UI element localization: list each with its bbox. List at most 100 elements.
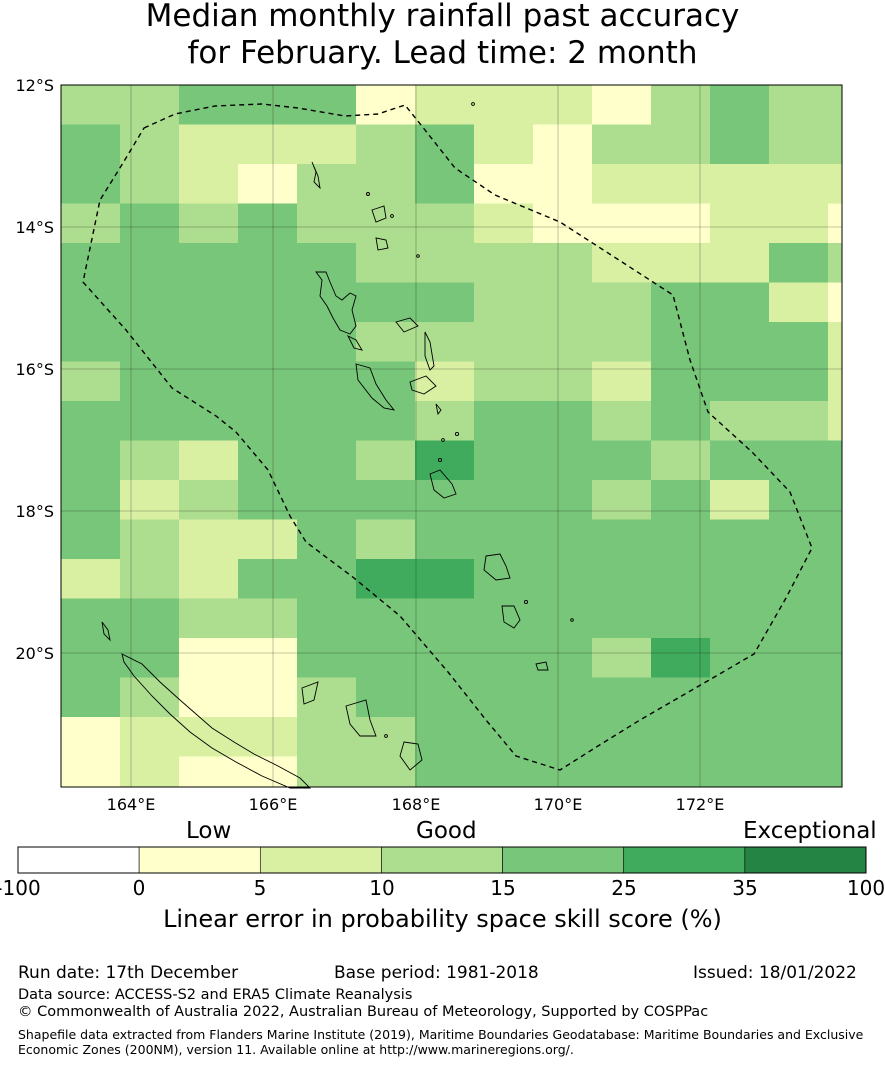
colorbar-tick: -100 — [0, 876, 41, 900]
skill-cell — [356, 85, 416, 125]
skill-cell — [651, 677, 711, 718]
skill-cell — [120, 756, 180, 788]
coastline-erromango — [483, 553, 511, 581]
skill-cell — [651, 519, 711, 560]
skill-cell — [120, 401, 180, 441]
skill-cell — [238, 322, 298, 362]
skill-cell — [415, 440, 475, 481]
skill-cell — [356, 243, 416, 283]
latitude-tick-labels: 12°S 14°S 16°S 18°S 20°S — [15, 76, 54, 663]
skill-cell — [415, 124, 475, 165]
skill-cell — [651, 124, 711, 165]
skill-cell — [356, 756, 416, 788]
skill-cell — [179, 717, 239, 757]
skill-cell — [651, 440, 711, 481]
skill-cell — [769, 638, 829, 678]
skill-cell — [179, 440, 239, 481]
skill-cell — [415, 322, 475, 362]
skill-cell — [297, 559, 357, 599]
skill-cell — [179, 519, 239, 560]
skill-cell — [356, 677, 416, 718]
skill-cell — [61, 164, 121, 204]
longitude-label: 172°E — [676, 795, 725, 814]
coastline-malekula — [355, 363, 396, 411]
skill-cell — [297, 480, 357, 520]
skill-cell — [356, 164, 416, 204]
skill-cell — [238, 480, 298, 520]
skill-cell — [769, 440, 829, 481]
skill-cell — [710, 322, 770, 362]
skill-cell — [592, 164, 652, 204]
skill-cell — [828, 243, 843, 283]
skill-cell — [120, 519, 180, 560]
skill-cell — [828, 85, 843, 125]
skill-cell — [474, 85, 534, 125]
coastline-tanna — [501, 605, 521, 629]
skill-cell — [61, 717, 121, 757]
skill-cell — [415, 519, 475, 560]
skill-cell — [179, 480, 239, 520]
skill-cell — [356, 282, 416, 323]
data-source: Data source: ACCESS-S2 and ERA5 Climate … — [18, 987, 413, 1003]
shapefile-credit-line2: Economic Zones (200NM), version 11. Avai… — [18, 1042, 574, 1057]
skill-cell — [415, 717, 475, 757]
skill-cell — [651, 164, 711, 204]
skill-cell — [356, 401, 416, 441]
skill-cell — [61, 440, 121, 481]
skill-cell — [297, 638, 357, 678]
skill-cell — [179, 282, 239, 323]
skill-cell — [533, 519, 593, 560]
skill-cell — [179, 756, 239, 788]
skill-cell — [710, 361, 770, 402]
skill-cell — [61, 598, 121, 639]
colorbar-tick: 15 — [490, 876, 516, 900]
shapefile-credit-line1: Shapefile data extracted from Flanders M… — [18, 1027, 864, 1042]
longitude-label: 166°E — [249, 795, 298, 814]
coastline-pentecost — [395, 317, 419, 333]
skill-cell — [474, 361, 534, 402]
skill-cell — [474, 243, 534, 283]
skill-cell — [592, 480, 652, 520]
skill-cell — [828, 717, 843, 757]
skill-cell — [769, 677, 829, 718]
islet-2 — [416, 254, 420, 258]
skill-cell — [297, 756, 357, 788]
skill-cell — [61, 203, 121, 244]
skill-cell — [61, 124, 121, 165]
colorbar-swatch — [623, 846, 746, 874]
skill-cell — [297, 124, 357, 165]
skill-cell — [592, 124, 652, 165]
skill-cell — [179, 322, 239, 362]
skill-cell — [769, 717, 829, 757]
skill-cell — [533, 164, 593, 204]
coastline-espiritu-santo — [315, 271, 357, 335]
skill-cell — [415, 361, 475, 402]
skill-cell — [651, 638, 711, 678]
colorbar-tick: 100 — [846, 876, 885, 900]
longitude-tick-labels: 164°E 166°E 168°E 170°E 172°E — [107, 795, 725, 814]
skill-cell — [297, 598, 357, 639]
skill-cell — [474, 401, 534, 441]
islet-1 — [471, 102, 475, 106]
skill-cell — [710, 243, 770, 283]
skill-cell — [238, 559, 298, 599]
colorbar-tick: 10 — [369, 876, 395, 900]
island-coastlines — [101, 102, 574, 789]
skill-cell — [474, 164, 534, 204]
skill-cell — [592, 638, 652, 678]
skill-cell — [120, 598, 180, 639]
skill-cell — [238, 282, 298, 323]
skill-cell — [474, 717, 534, 757]
skill-cell — [474, 203, 534, 244]
skill-cell — [769, 756, 829, 788]
skill-cell — [828, 638, 843, 678]
skill-cell — [238, 638, 298, 678]
skill-cell — [61, 638, 121, 678]
colorbar-frame — [17, 846, 867, 874]
skill-cell — [297, 85, 357, 125]
skill-cell — [533, 440, 593, 481]
run-date: Run date: 17th December — [18, 963, 239, 983]
skill-cell — [828, 203, 843, 244]
skill-cell — [179, 203, 239, 244]
skill-cell — [769, 480, 829, 520]
